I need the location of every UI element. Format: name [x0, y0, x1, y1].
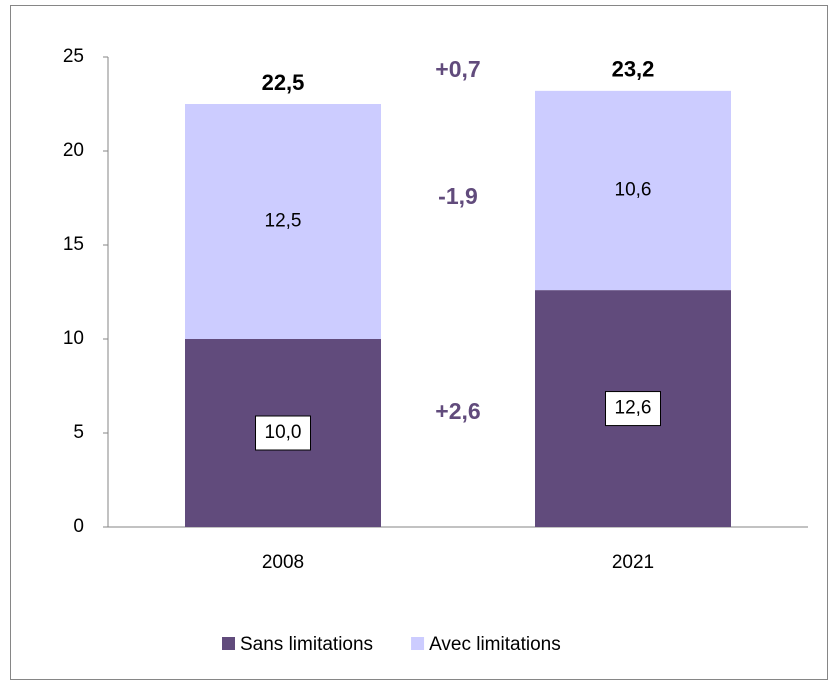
y-tick-label: 25 [63, 46, 84, 67]
legend-swatch [411, 637, 425, 650]
y-tick-label: 20 [63, 140, 84, 161]
y-tick-label: 0 [73, 516, 84, 537]
value-label: 10,6 [615, 179, 652, 200]
bar-segment [535, 90, 731, 291]
value-label: 10,0 [265, 422, 302, 443]
legend-label: Avec limitations [429, 634, 561, 655]
x-tick-label: 2008 [262, 552, 304, 573]
value-label: 12,5 [265, 211, 302, 232]
y-tick-label: 5 [73, 422, 84, 443]
legend-swatch [222, 637, 235, 650]
y-tick-label: 15 [63, 234, 84, 255]
annotation: +2,6 [435, 398, 480, 424]
total-label: 23,2 [612, 57, 655, 82]
bar-segment [185, 104, 381, 339]
y-tick-label: 10 [63, 328, 84, 349]
value-label-box [255, 415, 311, 451]
value-label: 12,6 [615, 398, 652, 419]
x-tick-label: 2021 [612, 552, 654, 573]
legend-label: Sans limitations [240, 634, 373, 655]
total-label: 22,5 [262, 70, 305, 95]
annotation: -1,9 [438, 183, 478, 209]
annotation: +0,7 [435, 56, 480, 82]
value-label-box [605, 391, 661, 427]
